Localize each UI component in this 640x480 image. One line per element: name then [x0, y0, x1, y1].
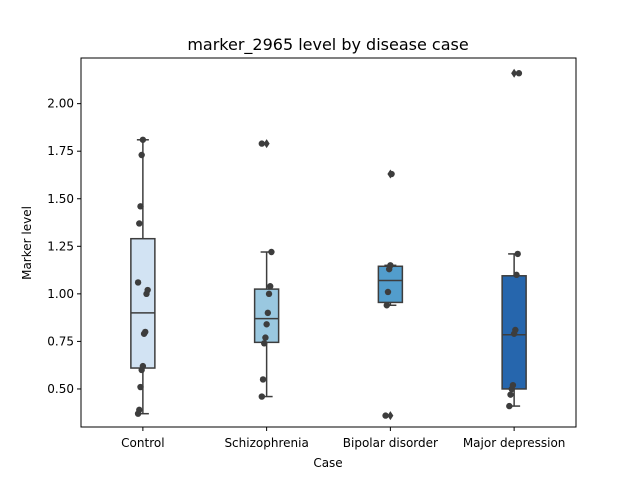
data-point: [138, 151, 145, 159]
data-point: [263, 321, 270, 328]
plot-frame: [80, 57, 577, 428]
y-tick-label: 1.75: [47, 144, 74, 158]
data-point: [382, 412, 389, 419]
data-point: [506, 402, 513, 410]
data-point: [258, 140, 266, 147]
outlier-marker: [511, 68, 518, 78]
data-point: [134, 279, 142, 286]
data-point: [512, 326, 519, 334]
data-point: [507, 391, 514, 398]
data-point: [387, 262, 394, 269]
outlier-marker: [263, 139, 270, 149]
data-point: [142, 328, 149, 336]
chart-title: marker_2965 level by disease case: [187, 35, 468, 55]
box-iqr: [130, 237, 156, 369]
data-point: [136, 220, 143, 227]
data-point: [514, 250, 521, 258]
data-point: [268, 248, 275, 256]
outlier-marker: [387, 411, 394, 421]
x-tick-label: Control: [121, 436, 164, 450]
data-point: [388, 170, 395, 178]
data-point: [267, 283, 274, 290]
x-tick-label: Bipolar disorder: [343, 436, 438, 450]
data-point: [264, 309, 272, 317]
y-tick-label: 0.50: [47, 382, 74, 396]
y-tick-label: 2.00: [47, 97, 74, 111]
data-point: [261, 340, 268, 347]
data-point: [509, 381, 517, 389]
x-tick-label: Schizophrenia: [224, 436, 308, 450]
data-point: [144, 286, 151, 294]
box-group: [253, 139, 280, 398]
data-point: [139, 362, 147, 370]
x-tick-label: Major depression: [463, 436, 566, 450]
data-point: [383, 302, 390, 309]
data-point: [262, 334, 269, 341]
y-axis-label: Marker level: [20, 206, 34, 280]
y-tick-label: 1.50: [47, 192, 74, 206]
x-axis-label: Case: [313, 456, 342, 470]
y-tick-label: 1.00: [47, 287, 74, 301]
data-point: [139, 136, 147, 143]
y-tick-label: 0.75: [47, 334, 74, 348]
data-point: [137, 203, 144, 210]
box-group: [130, 139, 156, 415]
data-point: [265, 290, 273, 298]
data-point: [258, 393, 266, 400]
data-point: [515, 70, 523, 77]
data-point: [136, 406, 143, 414]
data-point: [384, 288, 392, 296]
box-group: [377, 169, 404, 421]
data-point: [137, 383, 144, 391]
y-tick-label: 1.25: [47, 239, 74, 253]
data-point: [513, 271, 520, 279]
box-group: [501, 68, 527, 407]
data-point: [259, 376, 267, 383]
box-iqr: [377, 265, 404, 304]
plot-area: [130, 68, 527, 421]
